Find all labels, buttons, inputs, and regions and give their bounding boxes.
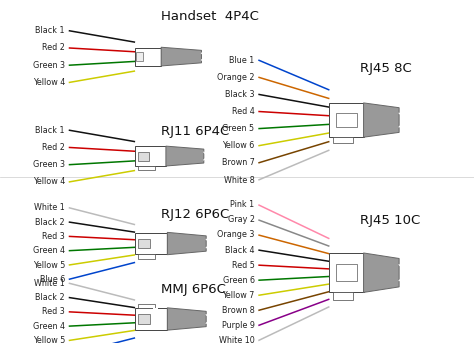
Polygon shape bbox=[167, 232, 206, 255]
Bar bbox=[135, 48, 161, 66]
Bar bbox=[333, 137, 353, 143]
Bar bbox=[336, 113, 357, 127]
Text: Black 2: Black 2 bbox=[35, 293, 65, 302]
Text: Red 4: Red 4 bbox=[232, 107, 255, 116]
Bar bbox=[137, 52, 143, 61]
Polygon shape bbox=[167, 308, 206, 330]
Text: Green 4: Green 4 bbox=[33, 246, 65, 255]
Text: Gray 2: Gray 2 bbox=[228, 215, 255, 224]
Text: Red 2: Red 2 bbox=[42, 44, 65, 52]
Text: Green 4: Green 4 bbox=[33, 322, 65, 331]
Bar bbox=[137, 166, 155, 170]
Bar bbox=[152, 162, 156, 166]
Text: Black 3: Black 3 bbox=[225, 90, 255, 99]
Text: Yellow 7: Yellow 7 bbox=[222, 291, 255, 300]
Bar bbox=[333, 292, 353, 299]
Text: Yellow 4: Yellow 4 bbox=[33, 177, 65, 187]
Bar bbox=[137, 304, 155, 308]
Text: Green 3: Green 3 bbox=[33, 61, 65, 70]
Text: Black 4: Black 4 bbox=[225, 246, 255, 255]
Text: White 1: White 1 bbox=[34, 203, 65, 212]
Text: RJ12 6P6C: RJ12 6P6C bbox=[161, 208, 229, 221]
Text: Green 5: Green 5 bbox=[222, 124, 255, 133]
Bar bbox=[138, 314, 150, 324]
Text: Yellow 5: Yellow 5 bbox=[33, 336, 65, 343]
Polygon shape bbox=[161, 47, 201, 66]
Text: Red 3: Red 3 bbox=[42, 307, 65, 316]
Text: Purple 9: Purple 9 bbox=[221, 321, 255, 330]
Polygon shape bbox=[364, 103, 399, 137]
Polygon shape bbox=[166, 146, 204, 166]
Bar bbox=[135, 233, 167, 254]
Text: RJ45 8C: RJ45 8C bbox=[360, 62, 412, 75]
Text: Blue 1: Blue 1 bbox=[229, 56, 255, 64]
Text: Orange 2: Orange 2 bbox=[217, 73, 255, 82]
Text: Blue 6: Blue 6 bbox=[40, 275, 65, 284]
Text: Yellow 4: Yellow 4 bbox=[33, 78, 65, 87]
Text: Handset  4P4C: Handset 4P4C bbox=[161, 10, 259, 23]
Text: Yellow 5: Yellow 5 bbox=[33, 261, 65, 270]
Text: Red 2: Red 2 bbox=[42, 143, 65, 152]
Text: Pink 1: Pink 1 bbox=[230, 200, 255, 209]
Text: Orange 3: Orange 3 bbox=[217, 230, 255, 239]
Bar bbox=[138, 152, 149, 161]
Bar bbox=[153, 308, 158, 313]
Text: Black 1: Black 1 bbox=[36, 26, 65, 35]
Text: Black 2: Black 2 bbox=[35, 217, 65, 226]
Bar bbox=[135, 146, 166, 166]
Text: Red 3: Red 3 bbox=[42, 232, 65, 241]
Bar bbox=[336, 264, 357, 281]
Bar bbox=[135, 308, 167, 330]
Text: Black 1: Black 1 bbox=[36, 126, 65, 135]
Text: Green 3: Green 3 bbox=[33, 160, 65, 169]
Text: RJ11 6P4C: RJ11 6P4C bbox=[161, 125, 229, 138]
Bar bbox=[153, 249, 158, 254]
Text: White 1: White 1 bbox=[34, 279, 65, 288]
Text: Green 6: Green 6 bbox=[222, 276, 255, 285]
Text: Brown 7: Brown 7 bbox=[222, 158, 255, 167]
Bar bbox=[138, 239, 150, 248]
Bar bbox=[329, 253, 364, 292]
Text: RJ45 10C: RJ45 10C bbox=[360, 214, 420, 227]
Text: Red 5: Red 5 bbox=[232, 261, 255, 270]
Text: Brown 8: Brown 8 bbox=[222, 306, 255, 315]
Bar bbox=[329, 103, 364, 137]
Text: White 8: White 8 bbox=[224, 176, 255, 185]
Bar bbox=[137, 254, 155, 259]
Text: White 10: White 10 bbox=[219, 336, 255, 343]
Text: MMJ 6P6C: MMJ 6P6C bbox=[161, 283, 226, 296]
Polygon shape bbox=[364, 253, 399, 292]
Text: Yellow 6: Yellow 6 bbox=[222, 141, 255, 150]
